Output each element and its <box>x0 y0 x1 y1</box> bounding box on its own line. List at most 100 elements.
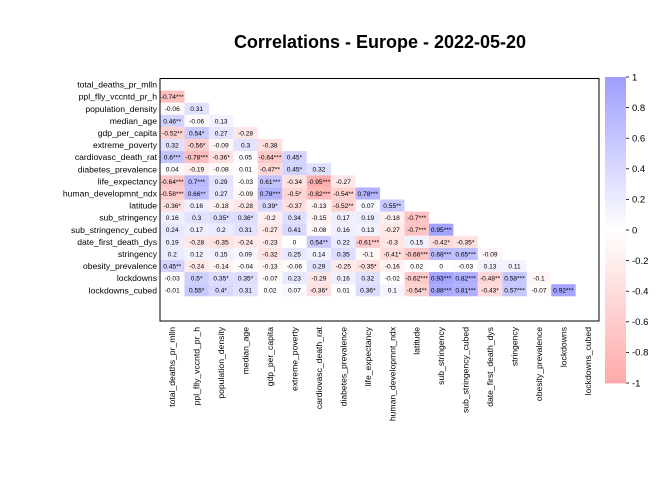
cell-date_first_death_dys-ppl_flly_vccntd_pr_h <box>184 235 209 248</box>
cell-value: 0.14 <box>313 251 326 258</box>
cell-cardiovasc_death_rat-population_density <box>208 151 234 164</box>
colorbar-segment <box>605 110 626 115</box>
cell-extreme_poverty-median_age <box>233 139 258 152</box>
cell-value: 0.35* <box>213 276 229 283</box>
cell-value: 0.16 <box>166 215 179 222</box>
row-label-latitude: latitude <box>129 201 157 211</box>
cell-lockdowns-life_expectancy <box>355 272 381 285</box>
colorbar-segment <box>605 162 626 167</box>
cell-human_developmnt_ndx-life_expectancy <box>355 187 381 200</box>
cell-sub_stringency-cardiovasc_death_rat <box>306 211 332 224</box>
cell-value: -0.38 <box>263 142 278 149</box>
colorbar-segment <box>605 187 626 191</box>
cell-value: 0.39* <box>262 203 278 210</box>
colorbar-segment <box>605 257 626 261</box>
cell-value: -0.07 <box>531 288 546 295</box>
cell-lockdowns_cubed-date_first_death_dys <box>477 284 503 297</box>
cell-obesity_prevalence-median_age <box>233 260 258 273</box>
cell-gdp_per_capita-population_density <box>208 126 234 139</box>
cell-value: 0.88*** <box>431 288 452 295</box>
column-label-ppl_flly_vccntd_pr_h: ppl_flly_vccntd_pr_h <box>192 327 202 406</box>
cell-extreme_poverty-gdp_per_capita <box>257 139 283 152</box>
cell-latitude-population_density <box>208 199 234 212</box>
cell-value: 0.3 <box>192 215 201 222</box>
chart-title: Correlations - Europe - 2022-05-20 <box>234 32 526 52</box>
colorbar-segment <box>605 337 626 341</box>
cell-value: -0.18 <box>385 215 400 222</box>
cell-cardiovasc_death_rat-total_deaths_pr_mlln <box>160 151 185 164</box>
cell-sub_stringency-life_expectancy <box>355 211 381 224</box>
row-label-cardiovasc_death_rat: cardiovasc_death_rat <box>75 152 158 162</box>
colorbar-segment <box>605 334 626 338</box>
cell-human_developmnt_ndx-diabetes_prevalence <box>331 187 356 200</box>
cell-value: 0.81*** <box>455 288 476 295</box>
cell-sub_stringency_cubed-median_age <box>233 223 258 236</box>
colorbar-segment <box>605 107 626 112</box>
cell-value: 0.2 <box>217 227 226 234</box>
cell-date_first_death_dys-sub_stringency <box>428 235 454 248</box>
cell-sub_stringency-latitude <box>404 211 429 224</box>
cell-value: 0.16 <box>337 227 350 234</box>
cell-value: 0.32 <box>166 142 179 149</box>
cell-value: -0.34 <box>287 179 302 186</box>
colorbar-segment <box>605 239 626 243</box>
cell-value: -0.02 <box>385 276 400 283</box>
cell-value: 0.78*** <box>260 191 281 198</box>
cell-value: 0.46** <box>163 118 181 125</box>
column-label-latitude: latitude <box>412 327 422 355</box>
row-label-diabetes_prevalence: diabetes_prevalence <box>78 164 158 174</box>
cell-obesity_prevalence-life_expectancy <box>355 260 381 273</box>
cell-sub_stringency-extreme_poverty <box>282 211 307 224</box>
column-label-obesity_prevalence: obesity_prevalence <box>534 327 544 401</box>
cell-latitude-gdp_per_capita <box>257 199 283 212</box>
column-label-date_first_death_dys: date_first_death_dys <box>485 327 495 407</box>
cell-value: -0.42* <box>432 239 450 246</box>
colorbar-segment <box>605 199 626 203</box>
cell-value: -0.03 <box>165 276 180 283</box>
cell-value: 0.27 <box>215 191 228 198</box>
row-label-median_age: median_age <box>110 116 158 126</box>
cell-obesity_prevalence-human_developmnt_ndx <box>380 260 405 273</box>
cell-value: -0.64*** <box>259 155 282 162</box>
cell-extreme_poverty-total_deaths_pr_mlln <box>160 139 185 152</box>
cell-lockdowns_cubed-sub_stringency <box>428 284 454 297</box>
cell-value: -0.95*** <box>308 179 331 186</box>
cell-value: -0.15 <box>311 215 326 222</box>
cell-value: 0.36* <box>238 215 254 222</box>
cell-latitude-total_deaths_pr_mlln <box>160 199 185 212</box>
column-label-stringency: stringency <box>510 326 520 366</box>
colorbar-segment <box>605 294 626 298</box>
cell-value: -0.08 <box>311 227 326 234</box>
colorbar-segment <box>605 147 626 151</box>
cell-cardiovasc_death_rat-gdp_per_capita <box>257 151 283 164</box>
cell-value: -0.28 <box>189 239 204 246</box>
cell-sub_stringency-human_developmnt_ndx <box>380 211 405 224</box>
column-label-life_expectancy: life_expectancy <box>363 326 373 386</box>
cell-sub_stringency_cubed-ppl_flly_vccntd_pr_h <box>184 223 209 236</box>
cell-value: -0.52** <box>333 203 354 210</box>
cell-value: -0.82*** <box>308 191 331 198</box>
cell-lockdowns-sub_stringency <box>428 272 454 285</box>
cell-value: -0.07 <box>263 276 278 283</box>
cell-obesity_prevalence-extreme_poverty <box>282 260 307 273</box>
cell-value: 0.25 <box>288 251 301 258</box>
colorbar-segment <box>605 364 626 369</box>
cell-value: 0.5* <box>191 276 203 283</box>
cell-value: 0.45** <box>163 263 181 270</box>
cell-value: 0.95*** <box>431 227 452 234</box>
cell-sub_stringency_cubed-life_expectancy <box>355 223 381 236</box>
colorbar-segment <box>605 367 626 372</box>
cell-value: -0.06 <box>287 263 302 270</box>
colorbar-segment <box>605 171 626 176</box>
colorbar-tick-label: 0 <box>632 225 637 236</box>
column-label-population_density: population_density <box>216 326 226 398</box>
cell-lockdowns-diabetes_prevalence <box>331 272 356 285</box>
cell-value: 0.68*** <box>431 251 452 258</box>
cell-stringency-gdp_per_capita <box>257 247 283 260</box>
cell-obesity_prevalence-cardiovasc_death_rat <box>306 260 332 273</box>
cell-stringency-population_density <box>208 247 234 260</box>
cell-lockdowns_cubed-diabetes_prevalence <box>331 284 356 297</box>
colorbar-segment <box>605 226 626 231</box>
cell-value: 0.55* <box>189 288 205 295</box>
cell-value: 0.23 <box>288 276 301 283</box>
